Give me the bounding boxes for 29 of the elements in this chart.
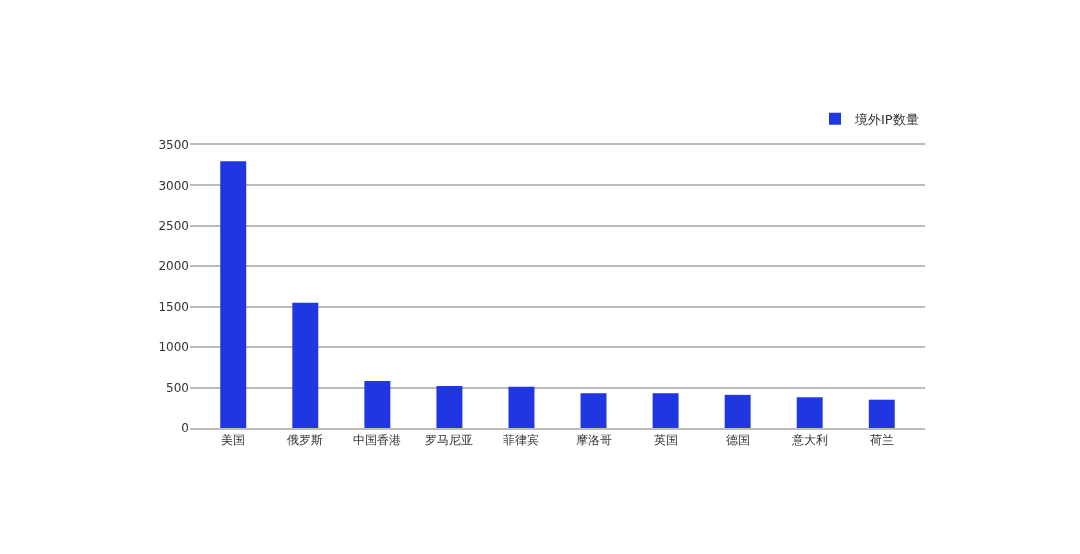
y-tick-label: 2000 (158, 259, 189, 274)
x-tick-label: 美国 (221, 433, 246, 448)
bar (436, 385, 463, 428)
y-tick-label: 3000 (158, 178, 189, 193)
y-tick-label: 500 (166, 380, 189, 395)
legend-label: 境外IP数量 (854, 111, 919, 127)
bar (580, 393, 607, 428)
bar (724, 394, 751, 428)
x-tick-label: 摩洛哥 (575, 433, 612, 448)
x-tick-label: 俄罗斯 (287, 433, 324, 448)
x-tick-label: 罗马尼亚 (425, 433, 474, 448)
bar (652, 393, 679, 428)
y-tick-label: 1500 (158, 299, 189, 314)
bar (292, 302, 319, 428)
y-tick-label: 3500 (158, 138, 189, 153)
y-tick-label: 0 (181, 421, 189, 436)
x-tick-label: 英国 (653, 433, 678, 448)
bar (796, 397, 823, 428)
bar (220, 161, 247, 428)
y-tick-label: 2500 (158, 219, 189, 234)
bar (868, 399, 895, 428)
bar (364, 381, 391, 428)
x-tick-label: 德国 (725, 433, 750, 448)
y-tick-label: 1000 (158, 340, 189, 355)
bar (508, 386, 535, 428)
x-tick-label: 意大利 (790, 433, 828, 448)
x-tick-label: 荷兰 (869, 433, 894, 448)
x-tick-label: 菲律宾 (503, 433, 540, 448)
x-tick-label: 中国香港 (353, 433, 402, 448)
